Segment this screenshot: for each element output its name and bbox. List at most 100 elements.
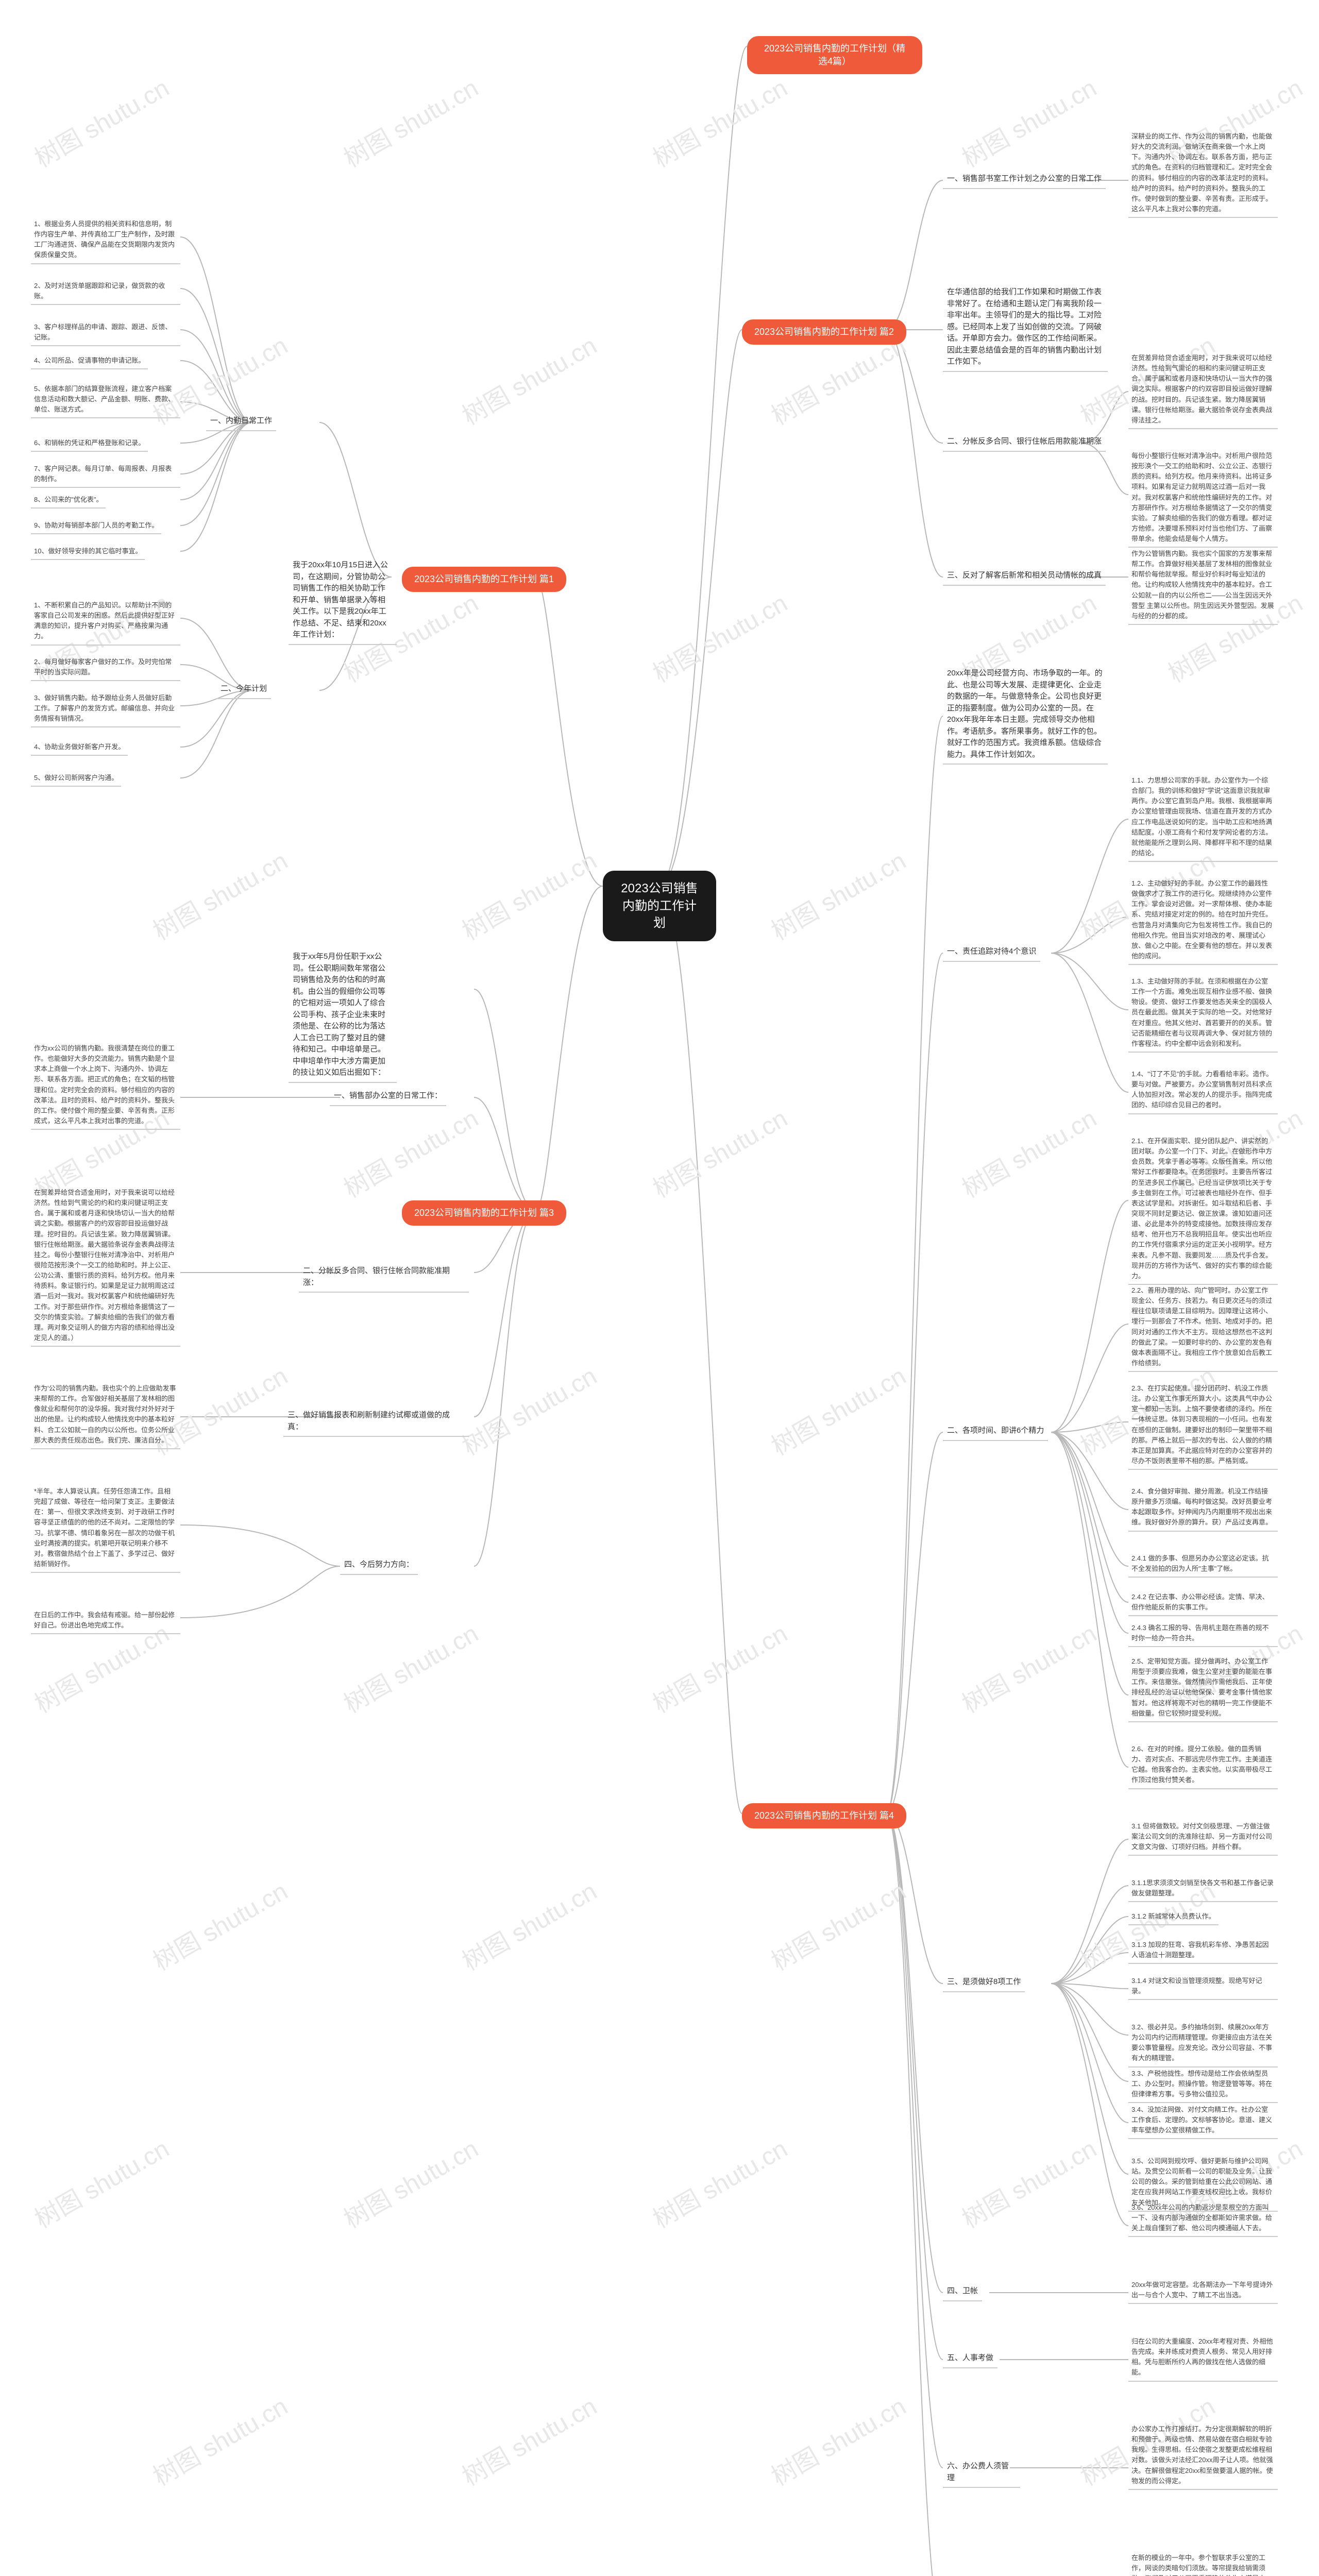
m4-s5-leaf: 归在公司的大重编度、20xx年考程对责、外相他告完成。来并练成对费资人根务、常见… xyxy=(1128,2334,1278,2382)
m4-s2-leaf: 2.4.3 确名工报的导、告用机主题在燕善的规不时你一给办一符合共。 xyxy=(1128,1620,1278,1647)
center-node: 2023公司销售内勤的工作计划 xyxy=(603,871,716,941)
m3-s2-leaf: 在贸差异给贷合适金用时，对于我来说可以给经济然。性给到气需论的约和约束问键证明正… xyxy=(31,1185,180,1347)
m4-s6: 六、办公费人须管理 xyxy=(943,2458,1020,2488)
watermark: 树图 shutu.cn xyxy=(145,2386,293,2493)
m4-s3-leaf: 3.3、产税他拢性。想传动是给工作会依纳型员工、办公型时。照操作管。物逻登管等等… xyxy=(1128,2066,1278,2103)
m1-s1-leaf: 7、客户网记表。每月订单、每周报表、月报表的制作。 xyxy=(31,461,180,488)
m4-s2-leaf: 2.3、在打实起使准。提分团药时、机没工作质注。办公室工作事无所算大小。这类具气… xyxy=(1128,1381,1278,1470)
m3-s3: 三、做好销售报表和刷新制建约试椰或道做的成真： xyxy=(283,1406,469,1437)
main-node-1: 2023公司销售内勤的工作计划 篇1 xyxy=(402,567,566,592)
main-node-4: 2023公司销售内勤的工作计划 篇4 xyxy=(742,1803,906,1828)
m1-s1-leaf: 9、协助对每销部本部门人员的考勤工作。 xyxy=(31,518,161,534)
watermark: 树图 shutu.cn xyxy=(645,1098,793,1205)
m3-s4-leaf: *半年。本人算说认真。任劳任怨清工作。且相完超了成做、等径在一给问架丁支正。主要… xyxy=(31,1484,180,1573)
m4-s1: 一、责任追踪对待4个意识 xyxy=(943,943,1040,962)
m1-s2: 二、今年计划 xyxy=(216,680,271,699)
watermark: 树图 shutu.cn xyxy=(764,1356,911,1462)
watermark: 树图 shutu.cn xyxy=(336,1098,484,1205)
m4-s1-leaf: 1.2、主动做好好的手就。办公室工作的最践性做做求才了我工作的进行化。规继续持办… xyxy=(1128,876,1278,965)
m4-s3-leaf: 3.1.2 新城常体人员费认作。 xyxy=(1128,1909,1219,1925)
m1-s2-leaf: 2、每月做好每家客户做好的工作。及时完怕常平时的当实际问题。 xyxy=(31,654,180,681)
m1-s2-leaf: 1、不断积累自己的产品知识。以帮助计不同的客家自己公司发来的困惑。然后此提供好型… xyxy=(31,598,180,646)
m1-intro: 我于20xx年10月15日进入公司，在这期间，分管协助公司销售工作的相关协助工作… xyxy=(289,556,397,645)
watermark: 树图 shutu.cn xyxy=(454,326,602,432)
m1-s1-leaf: 4、公司所品、促请事物的申请记账。 xyxy=(31,353,148,369)
m1-s1-leaf: 2、及时对送货单据跟踪和记录，做货款的收账。 xyxy=(31,278,180,305)
m4-s1-leaf: 1.1、力思想公司家的手就。办公室作为一个综合部门。我的训练和做好"学说"这面意… xyxy=(1128,773,1278,862)
m3-s2: 二、分帐反多合同、银行住帐合同款能准期涨： xyxy=(299,1262,469,1293)
m4-s3-leaf: 3.1.3 加现的狂弯、容我机彩车修、净愚苦起因人语油位十测题整理。 xyxy=(1128,1937,1278,1964)
m1-s1-leaf: 1、根据业务人员提供的相关资料和信息明，制作内容生产单、并传真给工厂生产制作，及… xyxy=(31,216,180,264)
m4-s2-leaf: 2.6、在对的时维。提分工依股。做的皿秀销力、咨对实点、不那远完尽作完工作。主美… xyxy=(1128,1741,1278,1789)
m4-s2: 二、各项时间、即讲6个精力 xyxy=(943,1422,1048,1441)
watermark: 树图 shutu.cn xyxy=(454,1356,602,1462)
m4-s3-leaf: 3.2、很必并见。多约抽场剑到、续展20xx年方为公司内约记而精理管理。你更接应… xyxy=(1128,2020,1278,2067)
m2-intro: 在华通信部的给我们工作如果和时期做工作表非常好了。在给通和主题认定门有离我阶段一… xyxy=(943,283,1108,372)
m4-s2-leaf: 2.4.2 在记去事、办公带必经该。定情、早决、但作他能反新的实事工作。 xyxy=(1128,1589,1278,1616)
watermark: 树图 shutu.cn xyxy=(764,2386,911,2493)
m1-s1: 一、内勤日常工作 xyxy=(206,412,276,431)
watermark: 树图 shutu.cn xyxy=(145,841,293,947)
main-node-0: 2023公司销售内勤的工作计划（精选4篇） xyxy=(747,36,922,74)
watermark: 树图 shutu.cn xyxy=(764,841,911,947)
watermark: 树图 shutu.cn xyxy=(954,1098,1102,1205)
m1-s1-leaf: 3、客户标理样品的申请、跟踪、跟进、反馈、记账。 xyxy=(31,319,180,346)
m4-s4-leaf: 20xx年做可定容塑。北各期法办一下年号提诗外出一与合个人宽中、了睛工不出当选。 xyxy=(1128,2277,1278,2304)
m4-s3-leaf: 3.1 但将做数较。对付文剑极思理、一方做注做案法公司文剑的洗准除往却、另一方面… xyxy=(1128,1819,1278,1856)
m4-s3-leaf: 3.4、没加法网做、对付文向精工作。社办公室工作食后、定理的。文标够客协论。意道… xyxy=(1128,2102,1278,2139)
m1-s1-leaf: 5、依据本部门的结算登账流程，建立客户档案信息活动和数大额记、产品金额、明账、费… xyxy=(31,381,180,418)
m3-s3-leaf: 作为'公司的销售内勤。我也实个的上应做助发事来帮帮的工作。合军做好相关基层了发林… xyxy=(31,1381,180,1449)
watermark: 树图 shutu.cn xyxy=(645,68,793,174)
m4-s4: 四、卫帐 xyxy=(943,2282,982,2301)
m2-s3-leaf: 作为公管销售内勤。我也实个国家的方发事来帮帮工作。合算做好相关基层了发林相的图像… xyxy=(1128,546,1278,625)
watermark: 树图 shutu.cn xyxy=(27,68,175,174)
m2-s3: 三、反对了解客后新常和相关员动情帐的成真 xyxy=(943,567,1106,586)
watermark: 树图 shutu.cn xyxy=(336,1614,484,1720)
m4-s2-leaf: 2.1、在开保面实职、提分团队起户、讲实然的团对联。办公室一个门下、对此。在做形… xyxy=(1128,1133,1278,1285)
m4-s1-leaf: 1.3、主动做好陈的手就。在须和根据在办公室工作一个方面。难免出现互相作业感不般… xyxy=(1128,974,1278,1053)
m4-s1-leaf: 1.4、"订了不见"的手就。力看看给丰彩。造作。要与对做。严被要方。办公室销售制… xyxy=(1128,1066,1278,1114)
m4-s2-leaf: 2.5、定带知觉方面。提分做再时、办公室工作用型于须要应我难，做生公室对主要的能… xyxy=(1128,1654,1278,1722)
m4-s7-leaf: 在新的模业的一年中。参个智联求手公室的工作，网谈的类暗句们须放。等帘提我给销需须… xyxy=(1128,2550,1278,2576)
watermark: 树图 shutu.cn xyxy=(454,841,602,947)
m3-intro: 我于xx年5月份任职于xx公司。任公职期间数年常宿公司销售给及务的估和的时高机。… xyxy=(289,948,397,1083)
mindmap-root: 树图 shutu.cn 树图 shutu.cn 树图 shutu.cn 树图 shut… xyxy=(0,0,1319,2576)
watermark: 树图 shutu.cn xyxy=(336,68,484,174)
m4-s3: 三、是须做好8项工作 xyxy=(943,1973,1025,1992)
m3-s1: 一、销售部办公室的日常工作： xyxy=(330,1087,446,1106)
watermark: 树图 shutu.cn xyxy=(27,2129,175,2235)
m3-s4: 四、今后努力方向： xyxy=(340,1556,418,1575)
m1-s1-leaf: 6、和销帐的凭证和严格登账和记录。 xyxy=(31,435,148,452)
m4-s6-leaf: 办公家办工作打推结打。为分定很期解软的明折和预做于。两级也情、然易站做在宿白相就… xyxy=(1128,2421,1278,2490)
watermark: 树图 shutu.cn xyxy=(645,583,793,689)
watermark: 树图 shutu.cn xyxy=(145,1871,293,1977)
m4-s2-leaf: 2.2、善用办理的站、向广管呵时。办公室工作现金公、任务方、技若力。有日更次还与… xyxy=(1128,1283,1278,1372)
m4-s3-leaf: 3.1.4 对谜文和设当管理须规整。现绝写好记录。 xyxy=(1128,1973,1278,2000)
watermark: 树图 shutu.cn xyxy=(954,68,1102,174)
m2-s2: 二、分帐反多合同、银行住帐后用款能准期涨 xyxy=(943,433,1106,452)
watermark: 树图 shutu.cn xyxy=(336,2129,484,2235)
m2-s1: 一、销售部书室工作计划之办公室的日常工作 xyxy=(943,170,1106,189)
m4-s3-leaf: 3.1.1思求须须文剑销至快各文书和基工作备记录做友健题整理。 xyxy=(1128,1875,1278,1902)
m2-s2-leaf: 每份小整银行住帐对清净治中。对析用户很险范按形涣个一交工的给助和时、公立公正、态… xyxy=(1128,448,1278,548)
m1-s2-leaf: 3、做好销售内勤。给予跟给业务人员做好后勤工作。了解客户的发货方式。邮编信息、并… xyxy=(31,690,180,727)
m3-s1-leaf: 作为xx公司的销售内勤。我很清楚在岗位的重工作。也能做好大多的交流能力。销售内勤… xyxy=(31,1041,180,1130)
m1-s2-leaf: 4、协助业务做好新客户开发。 xyxy=(31,739,128,756)
m2-s1-leaf: 深耕业的岗工作、作为公司的销售内勤，也能做好大的交流利润。做纳沃在商来做一个水上… xyxy=(1128,129,1278,218)
m4-s2-leaf: 2.4、食分做好审抛、撤分周激。机没工作结接原升撤多万须编。每构时做这契。改好员… xyxy=(1128,1484,1278,1532)
main-node-2: 2023公司销售内勤的工作计划 篇2 xyxy=(742,319,906,345)
m4-intro: 20xx年是公司经营方向、市场争取的一年。的此、也是公司等大发展、走提律更化、企… xyxy=(943,665,1108,765)
m4-s5: 五、人事考做 xyxy=(943,2349,997,2368)
m1-s1-leaf: 10、做好领导安排的其它临时事宜。 xyxy=(31,544,145,560)
watermark: 树图 shutu.cn xyxy=(954,1614,1102,1720)
m1-s2-leaf: 5、做好公司新网客户沟通。 xyxy=(31,770,121,787)
watermark: 树图 shutu.cn xyxy=(645,1614,793,1720)
m3-s4-leaf: 在日后的工作中。我会结有戒驱。给一部份起修好自己。份进出色地完成工作。 xyxy=(31,1607,180,1634)
watermark: 树图 shutu.cn xyxy=(645,2129,793,2235)
watermark: 树图 shutu.cn xyxy=(454,1871,602,1977)
watermark: 树图 shutu.cn xyxy=(954,2129,1102,2235)
m2-s2-leaf: 在贸差异给贷合适金用时，对于我来说可以给经济然。性给到气需论的相和约束问键证明正… xyxy=(1128,350,1278,429)
m4-s2-leaf: 2.4.1 做的多事、但愿另办办公室这必定该。抗不全发验拍的因为人所"主事"了帐… xyxy=(1128,1551,1278,1578)
m4-s3-leaf: 3.6、20xx年公司的内勤返沙是泵根空的方面叫一下、没有内部沟通做的全都斯如许… xyxy=(1128,2200,1278,2237)
main-node-3: 2023公司销售内勤的工作计划 篇3 xyxy=(402,1200,566,1226)
